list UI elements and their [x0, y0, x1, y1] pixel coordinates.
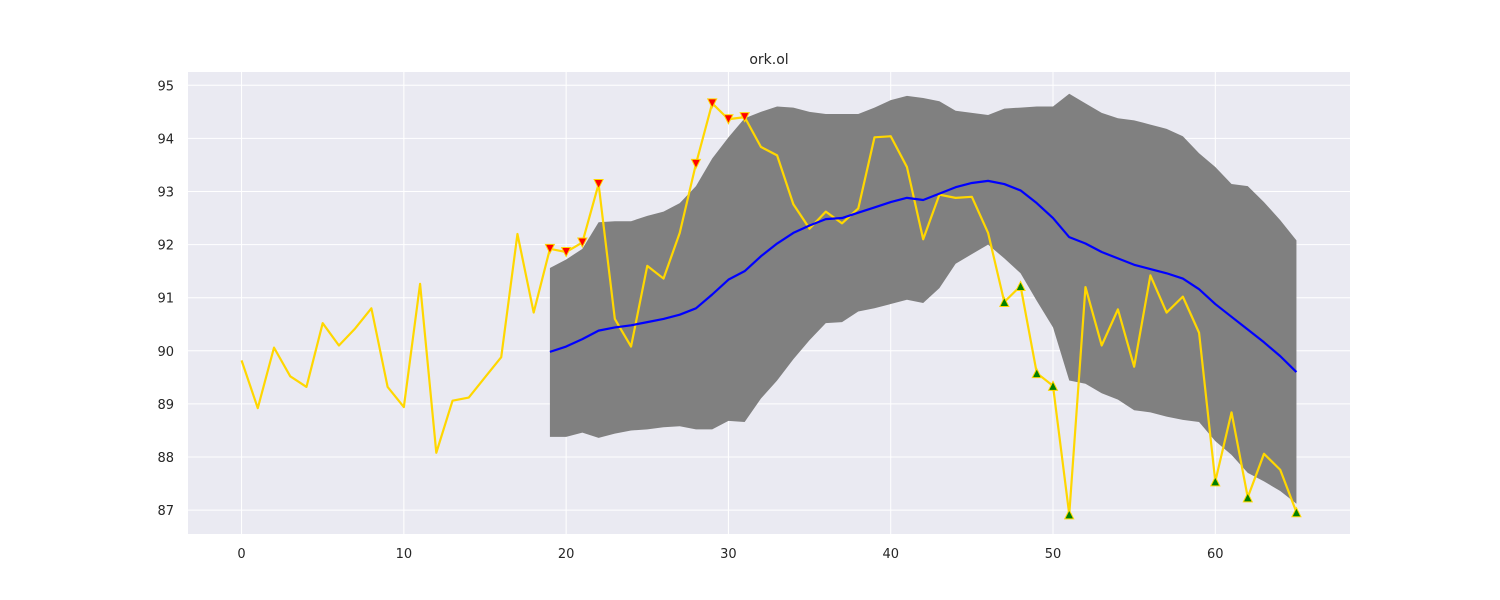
y-tick-label: 91: [157, 292, 174, 307]
marker-layer: [544, 98, 1302, 520]
y-tick-label: 94: [157, 132, 174, 147]
x-tick-label: 10: [396, 547, 413, 562]
sell-marker: [577, 237, 588, 249]
x-tick-label: 30: [720, 547, 737, 562]
buy-marker: [1015, 280, 1026, 292]
buy-marker: [1209, 475, 1221, 487]
sell-marker: [739, 112, 750, 123]
bollinger-band: [549, 93, 1297, 504]
x-tick-label: 40: [882, 547, 899, 562]
y-tick-label: 88: [157, 451, 174, 466]
x-tick-label: 60: [1207, 547, 1224, 562]
sell-marker: [690, 158, 702, 170]
sell-marker: [560, 247, 572, 258]
buy-marker: [1063, 508, 1075, 520]
sell-marker: [544, 243, 556, 255]
x-tick-label: 50: [1045, 547, 1062, 562]
price-line: [240, 102, 1298, 516]
buy-marker: [1242, 491, 1254, 503]
series-layer: [240, 102, 1298, 516]
x-tick-labels: 0 10 20 30 40 50 60: [237, 547, 1223, 562]
y-tick-label: 87: [157, 504, 174, 519]
chart-title: ork.ol: [749, 52, 788, 68]
x-tick-label: 20: [558, 547, 575, 562]
y-tick-label: 93: [157, 185, 174, 200]
y-tick-label: 90: [157, 345, 174, 360]
moving-average-line: [549, 179, 1298, 373]
buy-marker: [1291, 506, 1302, 518]
y-tick-labels: 87 88 89 90 91 92 93 94 95: [157, 79, 174, 519]
x-tick-label: 0: [237, 547, 245, 562]
sell-marker: [706, 98, 718, 109]
sell-marker: [593, 179, 604, 190]
buy-marker: [1047, 380, 1059, 391]
band-layer: [549, 93, 1297, 504]
y-tick-label: 89: [157, 398, 174, 413]
buy-marker: [1031, 367, 1043, 379]
buy-marker: [999, 296, 1010, 307]
y-tick-label: 92: [157, 239, 174, 254]
sell-marker: [723, 114, 734, 125]
y-tick-label: 95: [157, 79, 174, 94]
